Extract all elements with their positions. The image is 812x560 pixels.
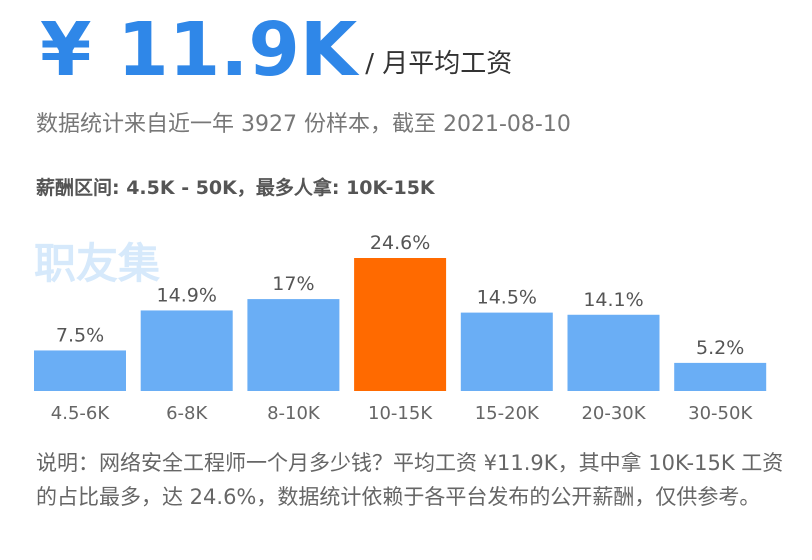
salary-headline: ¥ 11.9K / 月平均工资 (40, 4, 512, 90)
watermark-logo: 职友集 (34, 239, 161, 288)
value-label-10-15K: 24.6% (370, 232, 430, 254)
per-month-label: / 月平均工资 (365, 49, 513, 79)
bar-30-50K (674, 362, 767, 391)
bar-15-20K (460, 312, 553, 391)
category-label-4.5-6K: 4.5-6K (51, 403, 111, 424)
category-label-6-8K: 6-8K (166, 403, 208, 424)
salary-range-text: 薪酬区间: 4.5K - 50K，最多人拿: 10K-15K (36, 177, 435, 199)
bar-8-10K (247, 299, 340, 391)
value-label-15-20K: 14.5% (477, 287, 537, 309)
category-label-15-20K: 15-20K (475, 403, 540, 424)
category-label-30-50K: 30-50K (688, 403, 753, 424)
sample-info-text: 数据统计来自近一年 3927 份样本，截至 2021-08-10 (36, 112, 571, 137)
category-label-10-15K: 10-15K (368, 403, 433, 424)
bar-4.5-6K (34, 350, 126, 391)
category-label-8-10K: 8-10K (267, 403, 321, 424)
value-label-30-50K: 5.2% (696, 337, 744, 359)
value-label-6-8K: 14.9% (157, 284, 217, 306)
explanation-note: 说明：网络安全工程师一个月多少钱？平均工资 ¥11.9K，其中拿 10K-15K… (36, 451, 784, 509)
value-label-20-30K: 14.1% (583, 289, 643, 311)
bar-20-30K (567, 314, 660, 391)
value-label-8-10K: 17% (272, 273, 314, 295)
salary-distribution-chart: 7.5% 4.5-6K 14.9% 6-8K 17% 8-10K 24.6% 10-15K 14… (34, 232, 767, 424)
category-label-20-30K: 20-30K (581, 403, 646, 424)
value-label-4.5-6K: 7.5% (56, 324, 104, 346)
bar-6-8K (140, 310, 233, 391)
average-salary-value: ¥ 11.9K (40, 7, 358, 93)
bar-10-15K (354, 258, 447, 391)
